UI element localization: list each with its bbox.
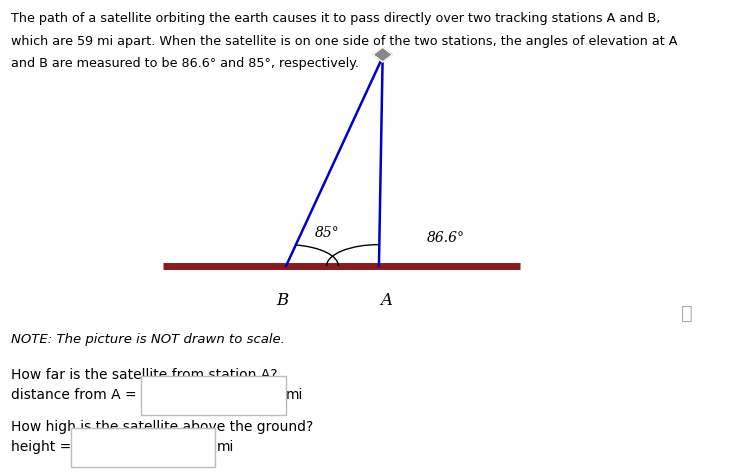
Text: distance from A =: distance from A = — [11, 388, 137, 402]
Text: How far is the satellite from station A?: How far is the satellite from station A? — [11, 368, 278, 382]
Text: which are 59 mi apart. When the satellite is on one side of the two stations, th: which are 59 mi apart. When the satellit… — [11, 35, 678, 48]
Text: A: A — [380, 292, 392, 309]
Text: mi: mi — [217, 440, 234, 455]
FancyBboxPatch shape — [71, 428, 215, 467]
Text: and ​B​ are measured to be 86.6° and 85°, respectively.: and ​B​ are measured to be 86.6° and 85°… — [11, 57, 359, 70]
Text: height =: height = — [11, 440, 71, 455]
FancyBboxPatch shape — [141, 376, 286, 415]
Text: The path of a satellite orbiting the earth causes it to pass directly over two t: The path of a satellite orbiting the ear… — [11, 12, 661, 25]
Text: ⌕: ⌕ — [681, 304, 693, 323]
Text: 86.6°: 86.6° — [427, 231, 465, 245]
Text: 85°: 85° — [314, 226, 340, 240]
Text: mi: mi — [286, 388, 303, 402]
Text: B: B — [276, 292, 288, 309]
Text: How high is the satellite above the ground?: How high is the satellite above the grou… — [11, 420, 314, 434]
Polygon shape — [373, 47, 392, 62]
Text: NOTE: The picture is NOT drawn to scale.: NOTE: The picture is NOT drawn to scale. — [11, 332, 285, 345]
